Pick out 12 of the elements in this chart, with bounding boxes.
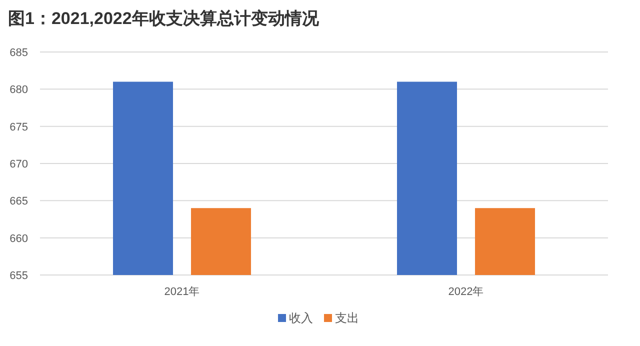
y-tick-label: 655 xyxy=(10,270,28,282)
chart-title: 图1：2021,2022年收支决算总计变动情况 xyxy=(8,9,320,28)
y-tick-label: 670 xyxy=(10,158,28,170)
x-tick-label: 2022年 xyxy=(448,286,484,298)
y-tick-label: 660 xyxy=(10,232,28,245)
y-tick-label: 680 xyxy=(10,84,28,96)
y-tick-label: 665 xyxy=(10,196,28,208)
y-tick-label: 675 xyxy=(10,121,28,134)
legend-label: 收入 xyxy=(289,311,313,325)
y-tick-label: 685 xyxy=(10,47,28,59)
legend-label: 支出 xyxy=(335,311,359,325)
x-tick-label: 2021年 xyxy=(164,286,200,298)
